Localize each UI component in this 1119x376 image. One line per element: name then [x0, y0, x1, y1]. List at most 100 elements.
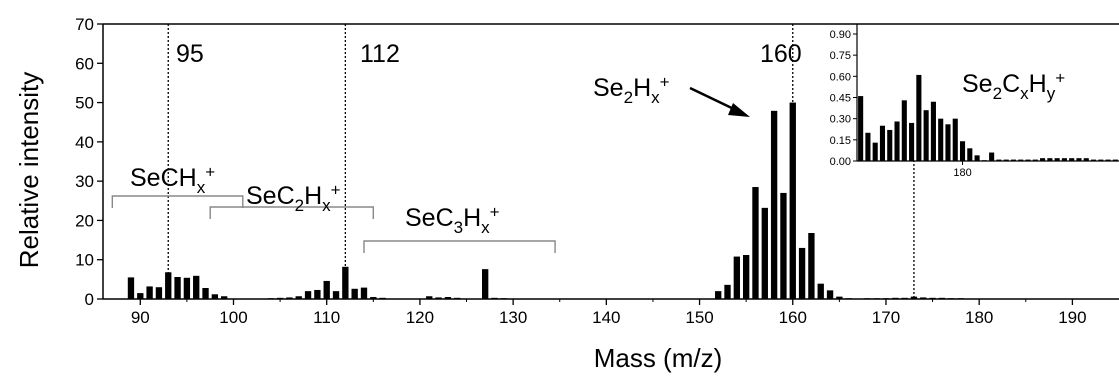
marker-label-112: 112	[360, 40, 400, 68]
inset-bar-195	[1069, 158, 1075, 161]
bar-123	[444, 297, 452, 299]
bar-108	[304, 291, 312, 299]
bar-161	[798, 247, 806, 299]
bar-159	[780, 192, 787, 299]
bar-157	[761, 207, 768, 299]
y-tick-label: 20	[75, 211, 94, 230]
y-tick-label: 60	[75, 54, 94, 73]
group-bracket-1	[209, 206, 375, 219]
x-tick-label: 100	[219, 308, 247, 327]
y-tick-label: 70	[75, 15, 94, 34]
marker-label-95: 95	[176, 40, 204, 68]
bar-110	[323, 280, 330, 299]
inset-bar-191	[1040, 158, 1046, 161]
inset-bar-170	[887, 129, 893, 161]
inset-bar-172	[901, 100, 907, 161]
bar-165	[836, 296, 843, 299]
y-tick-label: 0	[85, 290, 94, 309]
bar-98	[211, 294, 219, 299]
inset-y-tick-label: 0.75	[830, 50, 851, 62]
inset-bar-167	[865, 132, 871, 161]
bar-94	[174, 277, 181, 299]
inset-bar-178	[945, 124, 951, 161]
bar-162	[808, 233, 815, 299]
bar-114	[360, 287, 368, 299]
x-tick-label: 150	[685, 308, 713, 327]
bar-106	[286, 297, 293, 299]
bar-174	[920, 297, 927, 299]
bar-115	[370, 297, 377, 299]
annotation-arrow-shaft	[689, 86, 739, 113]
annotation-arrow-head	[728, 103, 750, 117]
inset-bar-192	[1047, 158, 1053, 161]
inset-bar-187	[1010, 159, 1017, 161]
inset-bar-174	[916, 74, 922, 161]
x-tick-label: 130	[499, 308, 527, 327]
inset-bar-175	[923, 110, 929, 161]
bar-112	[342, 266, 349, 299]
x-tick-label: 190	[1058, 308, 1086, 327]
y-tick-label: 30	[75, 172, 94, 191]
inset-bar-185	[996, 159, 1002, 161]
inset-y-tick-label: 0.00	[830, 156, 851, 168]
x-tick-label: 90	[131, 308, 150, 327]
bar-127	[481, 269, 489, 299]
inset-y-tick-label: 0.30	[830, 114, 851, 126]
bar-121	[426, 296, 433, 299]
inset-bar-166	[858, 96, 864, 161]
bar-164	[826, 290, 834, 299]
se2hx-annotation: Se2Hx+	[593, 73, 750, 117]
bar-89	[127, 277, 135, 299]
inset-bar-197	[1083, 158, 1089, 161]
y-tick-label: 50	[75, 94, 94, 113]
x-axis-label: Mass (m/z)	[594, 343, 723, 373]
bar-158	[770, 110, 778, 299]
inset-bar-169	[879, 125, 886, 161]
bar-90	[137, 293, 144, 299]
inset-label: Se2CxHy+	[962, 69, 1065, 104]
inset-bar-198	[1090, 159, 1097, 161]
bar-97	[202, 288, 209, 299]
bar-107	[295, 296, 302, 299]
inset-bar-179	[952, 118, 958, 161]
inset-bar-199	[1098, 159, 1104, 161]
y-tick-label: 40	[75, 133, 94, 152]
bar-111	[332, 291, 340, 299]
inset-bar-201	[1112, 159, 1118, 161]
inset-y-tick-label: 0.90	[830, 29, 851, 41]
species-groups: SeCHx+ SeC2Hx+ SeC3Hx+	[111, 163, 556, 253]
x-tick-label: 170	[872, 308, 900, 327]
inset-bar-171	[894, 121, 900, 161]
arrow-label: Se2Hx+	[593, 73, 670, 108]
group-label-1: SeC2Hx+	[246, 181, 341, 216]
bar-155	[742, 255, 750, 299]
bar-154	[733, 256, 741, 299]
inset-bar-186	[1003, 159, 1009, 161]
x-tick-label: 140	[592, 308, 620, 327]
bar-109	[314, 289, 321, 299]
inset-bar-184	[989, 152, 995, 161]
inset-bar-168	[872, 142, 878, 161]
inset-x-tick-label: 180	[953, 167, 971, 179]
bar-91	[146, 286, 153, 299]
bar-153	[724, 284, 731, 299]
x-tick-label: 110	[313, 308, 340, 327]
inset-bar-190	[1032, 159, 1038, 161]
x-tick-label: 180	[965, 308, 993, 327]
inset-bar-193	[1054, 158, 1060, 161]
y-tick-label: 10	[75, 251, 94, 270]
bar-95	[183, 277, 191, 299]
bar-92	[155, 287, 163, 299]
bar-96	[193, 275, 200, 299]
inset-bar-180	[959, 141, 966, 161]
bar-113	[351, 288, 358, 299]
inset-bar-188	[1018, 159, 1024, 161]
inset-bar-194	[1061, 158, 1067, 161]
marker-label-160: 160	[760, 40, 802, 68]
inset-bar-182	[974, 155, 980, 161]
inset-bar-173	[909, 122, 915, 161]
bar-156	[752, 187, 759, 299]
x-tick-label: 160	[779, 308, 807, 327]
inset-background	[857, 24, 1119, 161]
